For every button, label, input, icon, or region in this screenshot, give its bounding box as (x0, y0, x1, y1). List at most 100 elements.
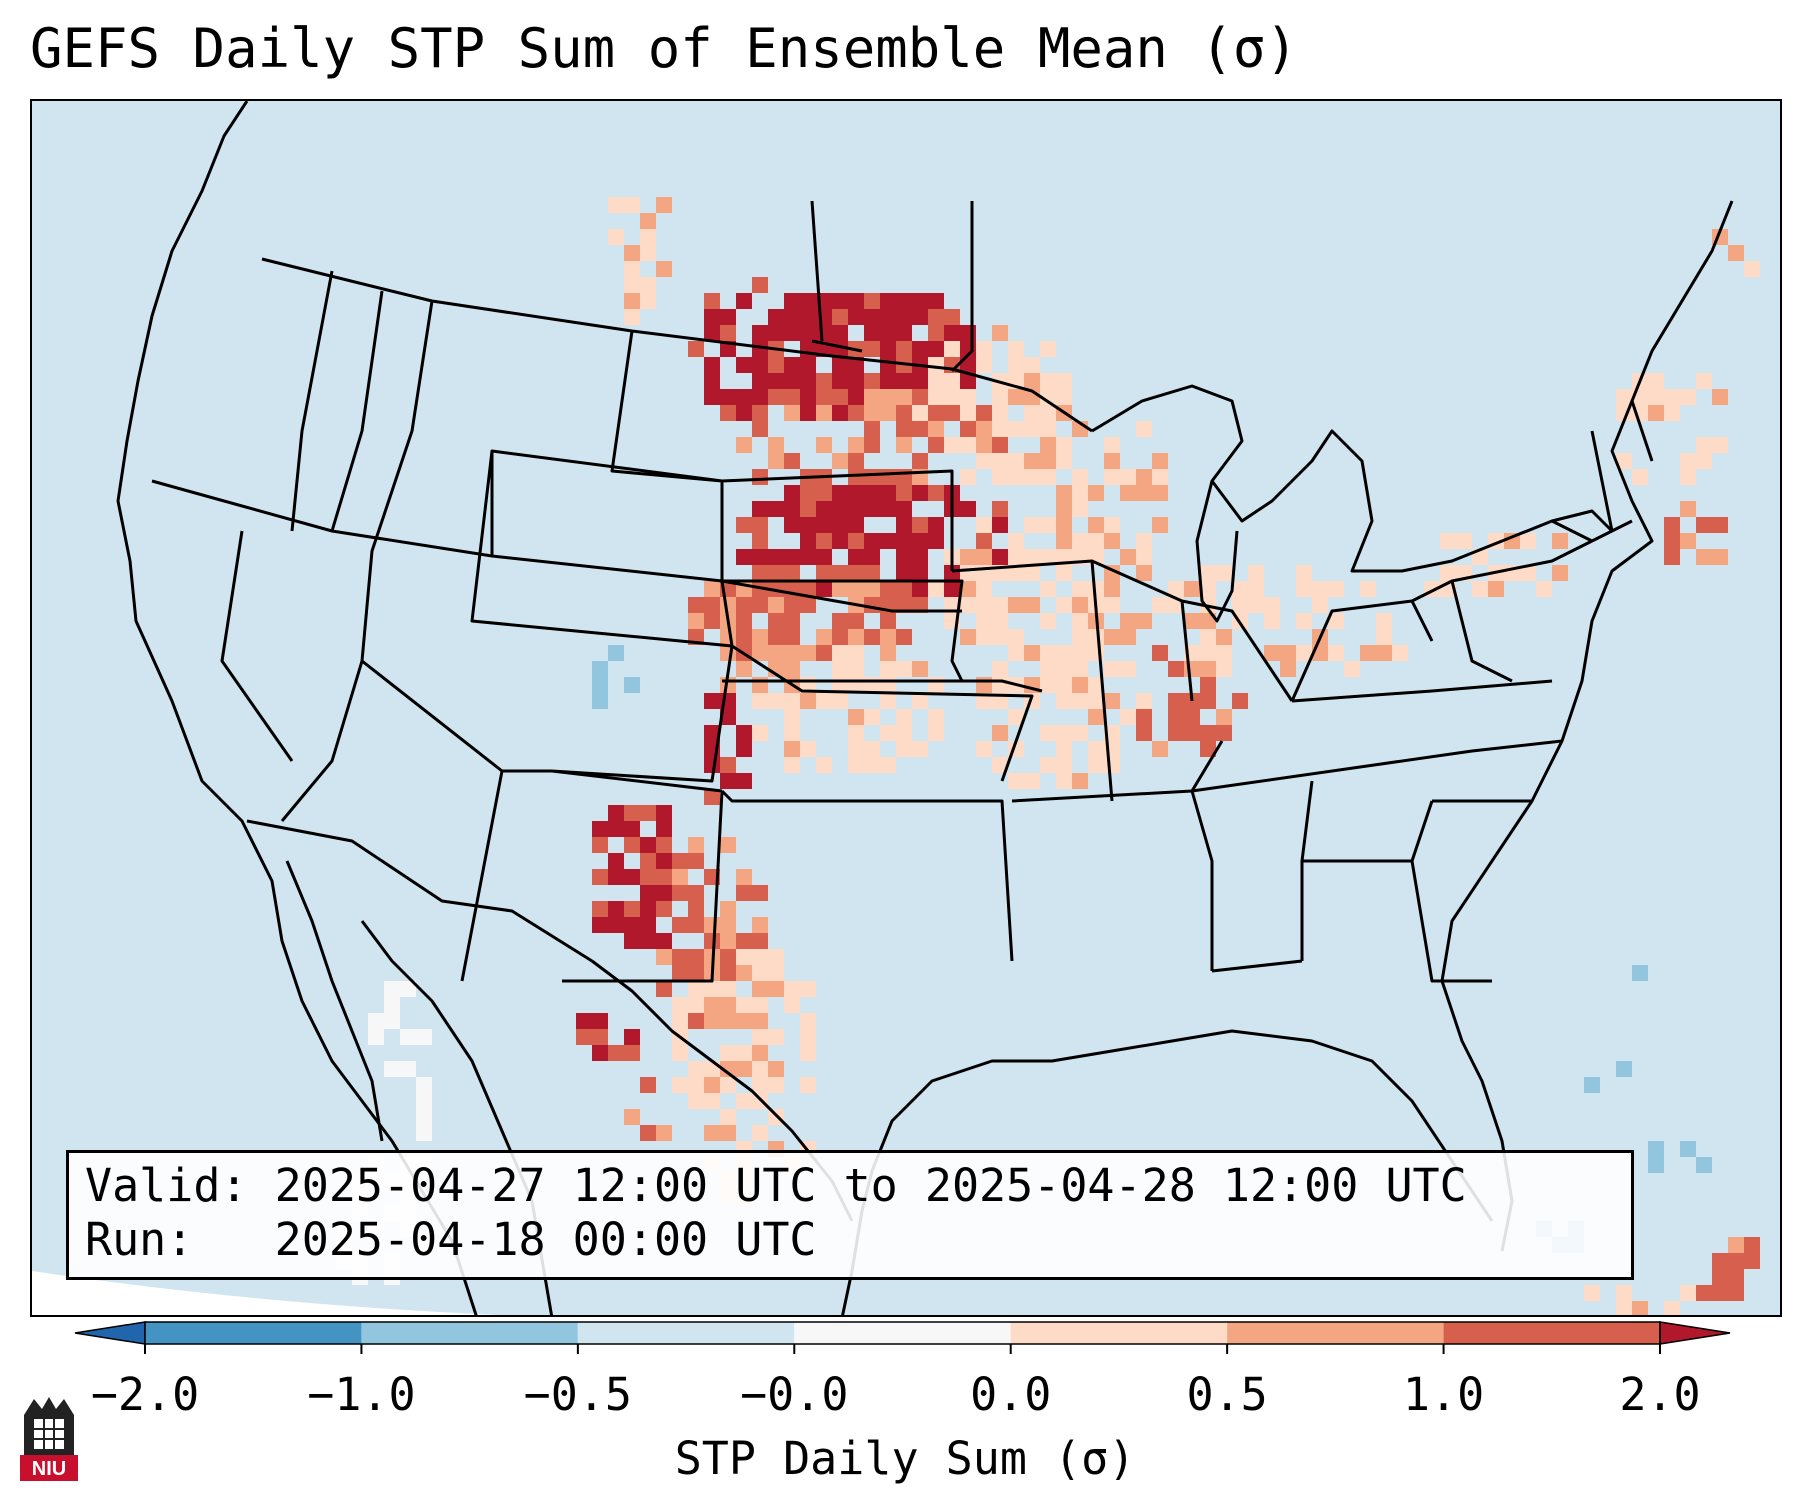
stp-cell (656, 949, 672, 965)
stp-cell (864, 677, 880, 693)
stp-cell (848, 757, 864, 773)
stp-cell (1216, 725, 1232, 741)
stp-cell (736, 437, 752, 453)
stp-cell (1056, 549, 1072, 565)
stp-cell (1040, 469, 1056, 485)
stp-cell (1184, 661, 1200, 677)
stp-cell (752, 645, 768, 661)
stp-cell (1056, 533, 1072, 549)
stp-cell (752, 469, 768, 485)
stp-cell (400, 1029, 416, 1045)
stp-cell (960, 629, 976, 645)
stp-cell (704, 789, 720, 805)
stp-cell (704, 293, 720, 309)
stp-cell (1728, 245, 1744, 261)
stp-cell (800, 533, 816, 549)
stp-cell (880, 389, 896, 405)
stp-cell (976, 421, 992, 437)
stp-cell (1168, 581, 1184, 597)
stp-cell (736, 1013, 752, 1029)
stp-cell (752, 405, 768, 421)
stp-cell (848, 309, 864, 325)
stp-cell (1328, 645, 1344, 661)
stp-cell (992, 757, 1008, 773)
stp-cell (656, 981, 672, 997)
stp-cell (1072, 613, 1088, 629)
stp-cell (736, 661, 752, 677)
stp-cell (912, 565, 928, 581)
stp-cell (752, 277, 768, 293)
stp-cell (576, 1029, 592, 1045)
stp-cell (928, 725, 944, 741)
stp-cell (736, 613, 752, 629)
stp-cell (768, 1077, 784, 1093)
stp-cell (704, 757, 720, 773)
stp-cell (1440, 565, 1456, 581)
stp-cell (1168, 693, 1184, 709)
stp-cell (1360, 645, 1376, 661)
stp-cell (1072, 469, 1088, 485)
stp-cell (1072, 581, 1088, 597)
stp-cell (1648, 1141, 1664, 1157)
stp-cell (944, 309, 960, 325)
stp-cell (928, 677, 944, 693)
stp-cell (1696, 549, 1712, 565)
stp-cell (672, 1045, 688, 1061)
stp-cell (1008, 709, 1024, 725)
stp-cell (608, 917, 624, 933)
stp-cell (704, 373, 720, 389)
stp-cell (896, 661, 912, 677)
stp-cell (1328, 581, 1344, 597)
stp-cell (880, 677, 896, 693)
stp-cell (784, 565, 800, 581)
stp-cell (640, 213, 656, 229)
stp-cell (736, 773, 752, 789)
stp-cell (384, 981, 400, 997)
stp-cell (864, 757, 880, 773)
stp-cell (944, 405, 960, 421)
stp-cell (832, 613, 848, 629)
stp-cell (720, 965, 736, 981)
stp-cell (1184, 581, 1200, 597)
stp-cell (768, 373, 784, 389)
colorbar-tick-label: 0.0 (970, 1368, 1052, 1421)
stp-cell (752, 949, 768, 965)
stp-cell (1200, 661, 1216, 677)
stp-cell (960, 437, 976, 453)
stp-cell (1648, 405, 1664, 421)
map-svg (32, 101, 1760, 1315)
stp-cell (384, 1013, 400, 1029)
stp-cell (832, 293, 848, 309)
stp-cell (880, 357, 896, 373)
stp-cell (1072, 725, 1088, 741)
stp-cell (768, 645, 784, 661)
stp-cell (1088, 581, 1104, 597)
stp-cell (752, 965, 768, 981)
stp-cell (624, 917, 640, 933)
stp-cell (896, 437, 912, 453)
stp-cell (416, 1093, 432, 1109)
stp-cell (592, 901, 608, 917)
stp-cell (1696, 1285, 1712, 1301)
stp-cell (1104, 757, 1120, 773)
stp-cell (1472, 581, 1488, 597)
stp-cell (896, 565, 912, 581)
stp-cell (896, 293, 912, 309)
stp-cell (1088, 757, 1104, 773)
logo-text: NIU (32, 1458, 66, 1480)
colorbar-segments (74, 1321, 1731, 1345)
stp-cell (800, 501, 816, 517)
stp-cell (976, 597, 992, 613)
stp-cell (1072, 645, 1088, 661)
colorbar-segment (145, 1322, 362, 1344)
stp-cell (992, 549, 1008, 565)
stp-cell (976, 693, 992, 709)
stp-cell (944, 581, 960, 597)
info-box: Valid: 2025-04-27 12:00 UTC to 2025-04-2… (66, 1150, 1634, 1280)
stp-cell (1056, 741, 1072, 757)
stp-cell (848, 549, 864, 565)
stp-cell (880, 725, 896, 741)
stp-cell (816, 549, 832, 565)
stp-cell (1152, 517, 1168, 533)
stp-cell (1648, 373, 1664, 389)
